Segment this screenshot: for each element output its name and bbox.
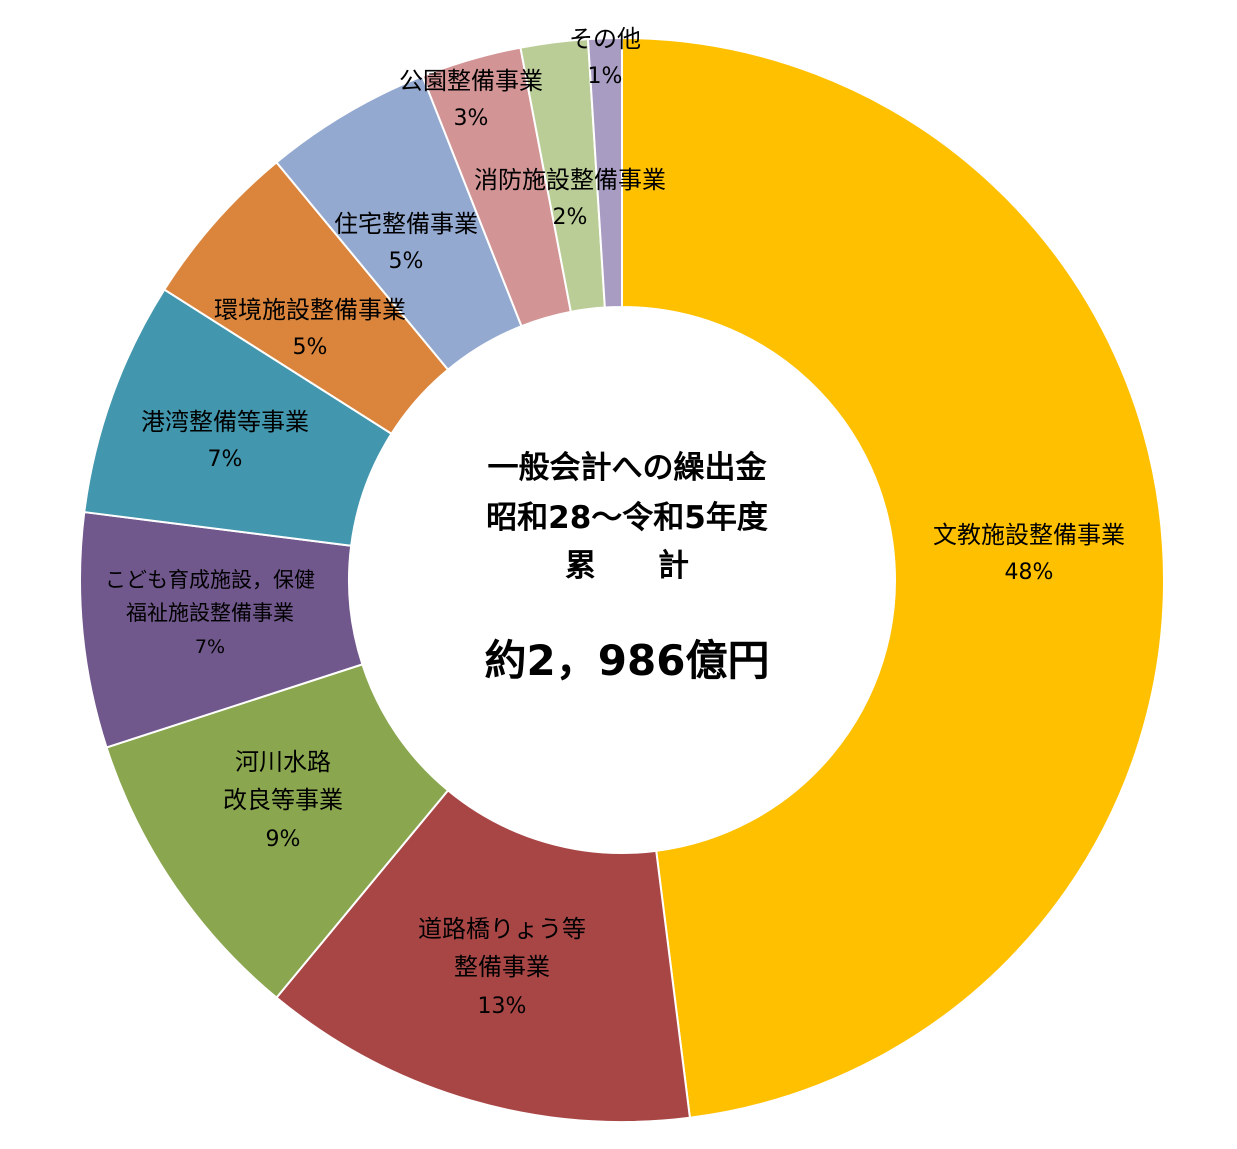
slice-value-label: 7% bbox=[195, 636, 225, 658]
slice-category-label: 改良等事業 bbox=[223, 786, 343, 814]
slice-value-label: 5% bbox=[293, 335, 328, 360]
chart-title: 一般会計への繰出金 bbox=[488, 450, 768, 486]
slice-value-label: 3% bbox=[454, 106, 489, 131]
total-caption: 累 計 bbox=[565, 548, 689, 584]
slice-category-label: 福祉施設整備事業 bbox=[126, 601, 294, 625]
slice-value-label: 2% bbox=[553, 205, 588, 230]
slice-value-label: 5% bbox=[389, 249, 424, 274]
slice-category-label: 公園整備事業 bbox=[399, 67, 543, 95]
slice-value-label: 13% bbox=[478, 994, 527, 1019]
slice-category-label: 港湾整備等事業 bbox=[141, 408, 309, 436]
total-value: 約2，986億円 bbox=[485, 636, 770, 685]
slice-category-label: 環境施設整備事業 bbox=[214, 296, 406, 324]
slice-value-label: 7% bbox=[208, 447, 243, 472]
chart-subtitle: 昭和28～令和5年度 bbox=[486, 500, 768, 536]
center-caption: 一般会計への繰出金 昭和28～令和5年度 累 計 約2，986億円 bbox=[485, 450, 770, 685]
slice-category-label: 整備事業 bbox=[454, 953, 550, 981]
slice-category-label: その他 bbox=[569, 25, 641, 53]
slice-category-label: 道路橋りょう等 bbox=[418, 915, 586, 943]
slice-category-label: 住宅整備事業 bbox=[334, 210, 478, 238]
slice-value-label: 48% bbox=[1005, 560, 1054, 585]
donut-hole bbox=[349, 307, 895, 853]
donut-slices bbox=[79, 36, 1166, 1123]
slice-category-label: 消防施設整備事業 bbox=[474, 166, 666, 194]
slice-category-label: 河川水路 bbox=[235, 748, 331, 776]
slice-value-label: 9% bbox=[266, 827, 301, 852]
slice-value-label: 1% bbox=[588, 64, 623, 89]
slice-category-label: こども育成施設，保健 bbox=[105, 568, 315, 592]
slice-category-label: 文教施設整備事業 bbox=[933, 521, 1125, 549]
